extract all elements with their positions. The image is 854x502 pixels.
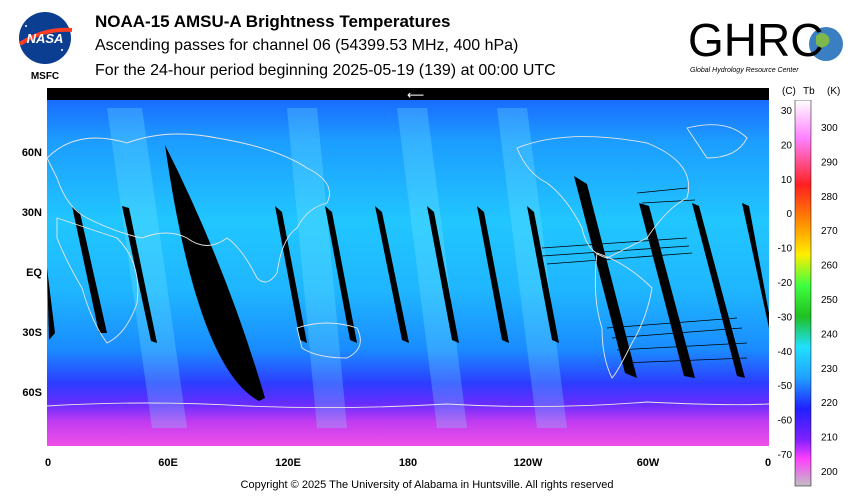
brightness-temperature-map: ⟵ bbox=[47, 88, 769, 446]
colorbar-c-tick: -30 bbox=[778, 312, 793, 323]
colorbar-header-tb: Tb bbox=[803, 86, 815, 97]
colorbar-k-tick: 250 bbox=[821, 295, 838, 306]
page-title: NOAA-15 AMSU-A Brightness Temperatures bbox=[95, 12, 451, 31]
colorbar-c-tick: -20 bbox=[778, 278, 793, 289]
colorbar-c-tick: -60 bbox=[778, 416, 793, 427]
nasa-logo: NASA MSFC bbox=[18, 12, 73, 82]
subtitle-period: For the 24-hour period beginning 2025-05… bbox=[95, 62, 556, 79]
lon-label-180: 180 bbox=[398, 457, 418, 469]
colorbar-k-tick: 210 bbox=[821, 433, 838, 444]
colorbar-k-tick: 260 bbox=[821, 261, 838, 272]
nasa-wordmark: NASA bbox=[27, 31, 64, 46]
colorbar-k-tick: 240 bbox=[821, 329, 838, 340]
colorbar-k-tick: 230 bbox=[821, 364, 838, 375]
lat-label-60n: 60N bbox=[21, 147, 42, 159]
ghrc-logo: GHRC Global Hydrology Resource Center bbox=[688, 14, 843, 74]
lon-label-60w: 60W bbox=[636, 457, 660, 469]
lat-label-30s: 30S bbox=[22, 327, 42, 339]
lon-label-0: 0 bbox=[44, 457, 52, 469]
colorbar-k-ticks: 300 290 280 270 260 250 240 230 220 210 200 bbox=[821, 123, 838, 478]
ghrc-subtext: Global Hydrology Resource Center bbox=[690, 67, 799, 74]
colorbar-c-tick: 0 bbox=[786, 209, 792, 220]
msfc-label: MSFC bbox=[31, 71, 59, 82]
lon-label-120e: 120E bbox=[275, 457, 301, 469]
colorbar-k-tick: 300 bbox=[821, 123, 838, 134]
top-band bbox=[47, 88, 769, 100]
orbit-gaps bbox=[47, 145, 769, 401]
colorbar-c-tick: -10 bbox=[778, 244, 793, 255]
copyright-footer: Copyright © 2025 The University of Alaba… bbox=[240, 479, 614, 491]
colorbar-k-tick: 290 bbox=[821, 157, 838, 168]
colorbar-c-tick: 20 bbox=[781, 140, 793, 151]
dateline-arrow: ⟵ bbox=[407, 88, 424, 102]
colorbar-k-tick: 270 bbox=[821, 226, 838, 237]
scan-lines bbox=[541, 187, 748, 364]
colorbar-k-tick: 220 bbox=[821, 398, 838, 409]
coastlines bbox=[47, 124, 769, 409]
lon-label-120w: 120W bbox=[513, 457, 543, 469]
colorbar-c-tick: -50 bbox=[778, 381, 793, 392]
lat-label-60s: 60S bbox=[22, 387, 42, 399]
lon-label-0-right: 0 bbox=[764, 457, 772, 469]
colorbar: 30 20 10 0 -10 -20 -30 -40 -50 -60 -70 300 290 280 27… bbox=[778, 100, 838, 487]
colorbar-c-ticks: 30 20 10 0 -10 -20 -30 -40 -50 -60 -70 bbox=[778, 106, 793, 461]
colorbar-c-tick: -70 bbox=[778, 450, 793, 461]
lon-label-60e: 60E bbox=[158, 457, 178, 469]
colorbar-header-c: (C) bbox=[782, 86, 796, 97]
colorbar-gradient bbox=[794, 100, 812, 487]
colorbar-k-tick: 280 bbox=[821, 192, 838, 203]
colorbar-c-tick: 10 bbox=[781, 175, 793, 186]
lat-label-eq: EQ bbox=[26, 267, 42, 279]
ghrc-wordmark: GHRC bbox=[688, 14, 823, 66]
lat-label-30n: 30N bbox=[21, 207, 42, 219]
colorbar-header-k: (K) bbox=[827, 86, 841, 97]
colorbar-k-tick: 200 bbox=[821, 467, 838, 478]
subtitle-channel: Ascending passes for channel 06 (54399.5… bbox=[95, 37, 519, 54]
colorbar-c-tick: 30 bbox=[781, 106, 793, 117]
colorbar-c-tick: -40 bbox=[778, 347, 793, 358]
